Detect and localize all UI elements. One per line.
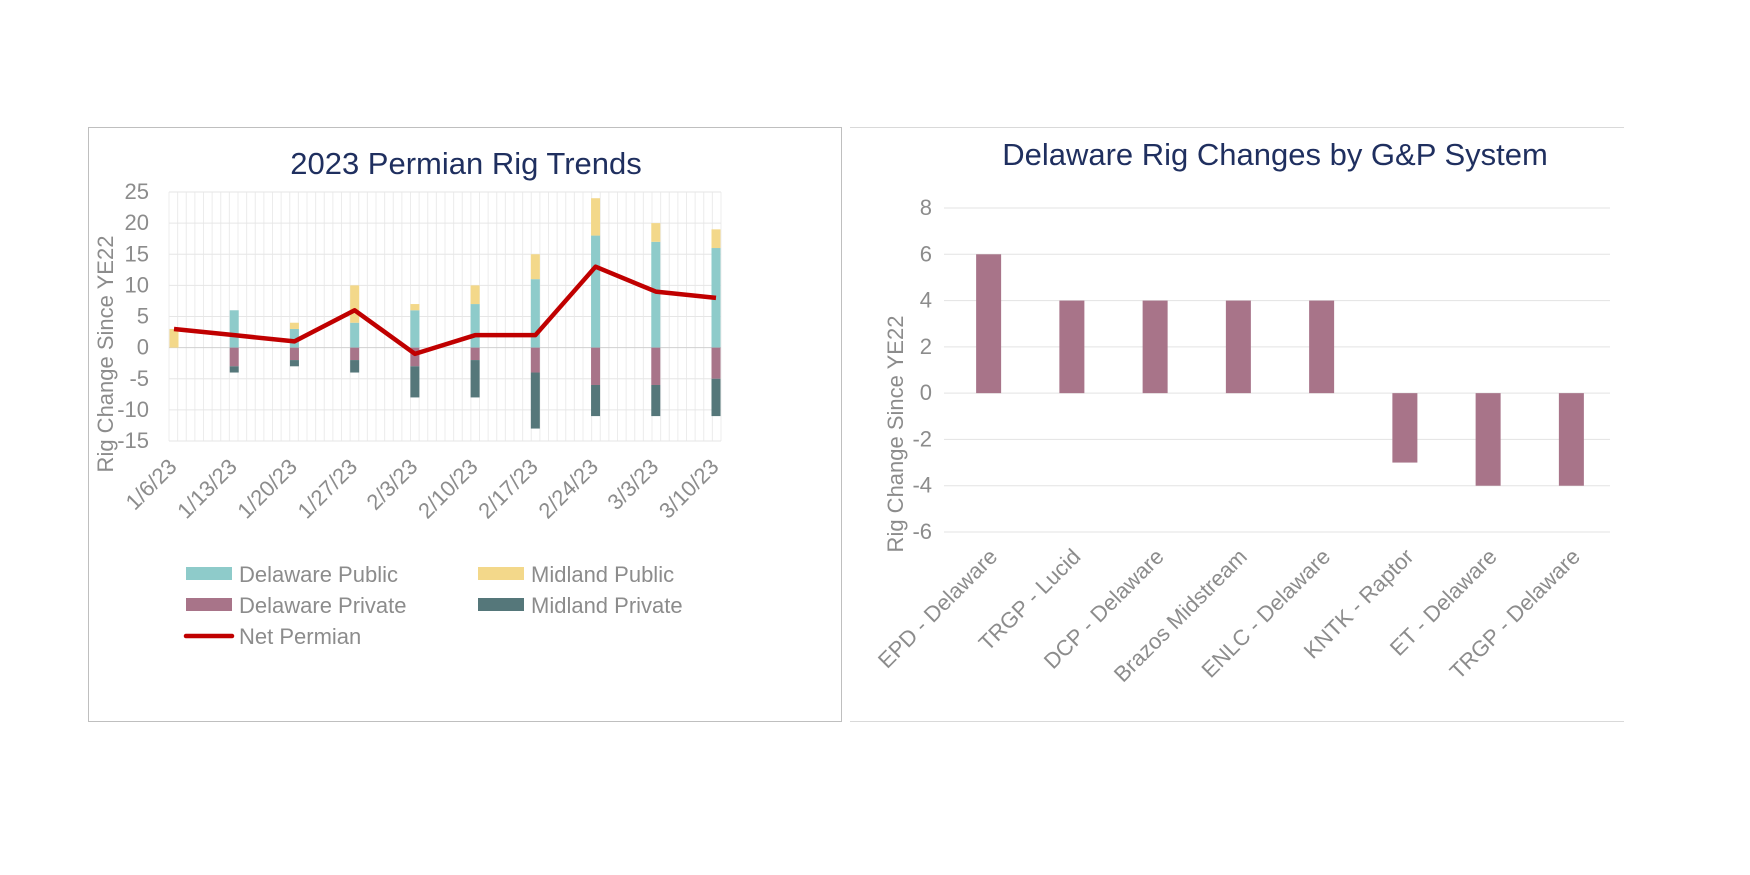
delaware-gp-chart: Delaware Rig Changes by G&P System Rig C… (873, 137, 1610, 687)
y-tick-label: 4 (920, 288, 932, 313)
bar-segment (410, 304, 420, 311)
bar-segment (591, 384, 601, 417)
bar (1558, 393, 1584, 486)
legend-swatch (478, 567, 524, 580)
bar-segment (289, 322, 299, 329)
y-tick-label: 25 (125, 179, 149, 204)
bar-segment (651, 384, 661, 417)
bar (1309, 300, 1335, 394)
y-tick-label: -2 (912, 426, 932, 451)
bar-segment (711, 347, 721, 379)
y-tick-label: 15 (125, 241, 149, 266)
bar-segment (289, 328, 299, 348)
y-tick-label: -4 (912, 473, 932, 498)
x-tick-label: EPD - Delaware (873, 544, 1002, 673)
legend-label: Net Permian (239, 624, 361, 649)
y-tick-label: 0 (920, 380, 932, 405)
bar-segment (651, 241, 661, 348)
x-tick-label: 2/24/23 (534, 454, 604, 524)
bar (1225, 300, 1251, 394)
bar-segment (470, 360, 480, 398)
y-tick-label: 5 (137, 304, 149, 329)
bar-segment (711, 378, 721, 417)
bar-segment (651, 223, 661, 242)
bar-segment (350, 360, 360, 373)
x-tick-label: 2/10/23 (413, 454, 483, 524)
bar-segment (410, 366, 420, 398)
bar-segment (530, 347, 540, 373)
bar-segment (229, 366, 239, 373)
x-tick-label: 1/13/23 (172, 454, 242, 524)
x-tick-label: 3/10/23 (654, 454, 724, 524)
y-tick-label: 2 (920, 334, 932, 359)
bar-segment (289, 360, 299, 367)
y-tick-label: -5 (129, 366, 149, 391)
chart-title: 2023 Permian Rig Trends (290, 146, 642, 181)
y-tick-label: 8 (920, 195, 932, 220)
x-tick-label: 1/20/23 (232, 454, 302, 524)
delaware-gp-chart-panel: Delaware Rig Changes by G&P System Rig C… (850, 127, 1624, 722)
legend-swatch (478, 598, 524, 611)
bar-segment (410, 347, 420, 367)
bar-segment (169, 328, 179, 348)
y-tick-label: 0 (137, 335, 149, 360)
x-tick-label: 2/17/23 (473, 454, 543, 524)
legend-label: Delaware Public (239, 562, 398, 587)
bar-segment (350, 347, 360, 361)
bar (976, 254, 1002, 394)
bar (1142, 300, 1168, 394)
legend-swatch (186, 598, 232, 611)
bar-segment (470, 347, 480, 361)
bar-segment (470, 285, 480, 305)
y-tick-label: 10 (125, 272, 149, 297)
x-tick-label: 1/27/23 (293, 454, 363, 524)
bar-segment (591, 347, 601, 385)
bar-segment (350, 285, 360, 323)
permian-rig-trends-chart-panel: 2023 Permian Rig Trends Rig Change Since… (88, 127, 842, 722)
bar-segment (530, 254, 540, 280)
bar (1392, 393, 1418, 463)
y-tick-label: -10 (117, 397, 149, 422)
chart-title: Delaware Rig Changes by G&P System (1002, 137, 1548, 172)
bar-segment (289, 347, 299, 361)
y-tick-label: -15 (117, 428, 149, 453)
net-permian-line (173, 264, 717, 357)
bar-segment (711, 248, 721, 348)
bar-segment (229, 310, 239, 348)
y-tick-label: 6 (920, 241, 932, 266)
bar-segment (591, 235, 601, 348)
bar (1475, 393, 1501, 486)
bar-segment (470, 304, 480, 348)
bar (1059, 300, 1085, 394)
bar-segment (651, 347, 661, 385)
legend-label: Midland Public (531, 562, 674, 587)
bar-segment (410, 310, 420, 348)
bar-segment (591, 198, 601, 236)
bar-segment (530, 279, 540, 348)
bar-segment (711, 229, 721, 249)
y-tick-label: 20 (125, 210, 149, 235)
bar-segment (350, 322, 360, 348)
y-axis-title: Rig Change Since YE22 (883, 316, 908, 553)
legend-swatch (186, 567, 232, 580)
legend-label: Delaware Private (239, 593, 407, 618)
y-axis-title: Rig Change Since YE22 (93, 236, 118, 473)
bar-segment (229, 347, 239, 367)
legend-label: Midland Private (531, 593, 683, 618)
bar-segment (530, 372, 540, 429)
permian-rig-trends-chart: 2023 Permian Rig Trends Rig Change Since… (93, 146, 724, 649)
y-tick-label: -6 (912, 519, 932, 544)
